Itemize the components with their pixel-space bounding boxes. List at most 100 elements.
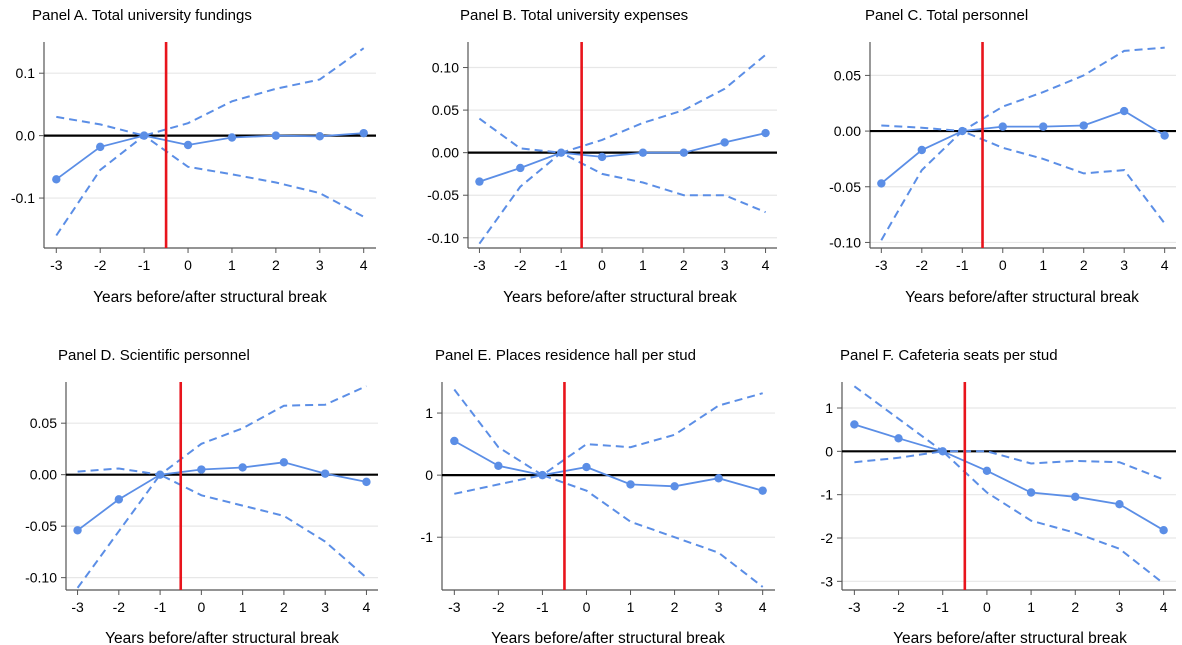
y-tick-label: -0.1 [11, 190, 35, 206]
ci-upper-line [56, 47, 365, 137]
ci-lower-line [478, 151, 766, 245]
estimate-point [227, 133, 237, 142]
x-axis-label: Years before/after structural break [491, 630, 725, 645]
panel-title: Panel C. Total personnel [865, 7, 1028, 24]
x-tick-label: 2 [671, 599, 679, 615]
x-tick-label: 3 [316, 257, 324, 273]
y-tick-label: 0.10 [432, 60, 459, 76]
x-tick-label: -2 [892, 599, 905, 615]
y-tick-label: 0.1 [16, 65, 36, 81]
ci-upper-line [881, 46, 1165, 133]
x-tick-label: -3 [50, 257, 63, 273]
y-tick-label: 0.05 [432, 102, 459, 118]
estimate-point [1119, 106, 1129, 116]
estimate-point [917, 145, 927, 155]
estimate-point [52, 175, 61, 184]
estimate-point [1071, 492, 1080, 502]
x-tick-label: 0 [598, 257, 606, 273]
x-axis-label: Years before/after structural break [905, 289, 1139, 306]
estimate-point [679, 148, 689, 157]
ci-upper-line [478, 54, 767, 154]
y-tick-label: 0.05 [834, 67, 861, 83]
x-tick-label: 2 [272, 257, 280, 273]
y-tick-label: 0 [425, 467, 433, 483]
x-tick-label: -3 [448, 599, 461, 615]
x-tick-label: -3 [875, 257, 888, 273]
estimate-point [320, 469, 330, 478]
ci-lower-line [854, 450, 1165, 585]
panel-a: Panel A. Total university fundings -0.1 0.… [11, 7, 376, 306]
panel-title: Panel E. Places residence hall per stud [435, 347, 696, 364]
estimate-line [479, 132, 766, 183]
ci-lower-line [454, 474, 764, 588]
x-tick-label: -1 [138, 257, 151, 273]
x-tick-label: 1 [1027, 599, 1035, 615]
estimate-point [1039, 122, 1048, 131]
x-tick-label: -2 [492, 599, 505, 615]
y-tick-label: -0.05 [25, 518, 57, 534]
estimate-line [854, 423, 1165, 531]
x-tick-label: -1 [937, 599, 950, 615]
estimate-point [850, 420, 859, 429]
x-tick-label: -2 [113, 599, 126, 615]
x-tick-label: 4 [363, 599, 371, 615]
estimate-point [114, 495, 124, 504]
panel-f: Panel F. Cafeteria seats per stud -3 -2 -1 0… [821, 347, 1176, 645]
x-tick-label: 1 [239, 599, 247, 615]
x-tick-label: -3 [848, 599, 861, 615]
x-tick-label: 1 [228, 257, 236, 273]
panel-c: Panel C. Total personnel -0.10 -0.05 0.00 0.… [829, 7, 1176, 306]
x-tick-label: 3 [715, 599, 723, 615]
ci-lower-line [55, 134, 365, 237]
y-tick-label: -0.05 [427, 187, 459, 203]
estimate-point [450, 436, 459, 446]
estimate-point [96, 142, 105, 152]
y-tick-label: -0.05 [829, 179, 861, 195]
ci-lower-line [880, 129, 1166, 241]
estimate-point [516, 163, 525, 173]
x-tick-label: 0 [197, 599, 205, 615]
estimate-line [453, 440, 763, 492]
x-tick-label: 4 [1160, 599, 1168, 615]
estimate-point [877, 179, 886, 188]
y-tick-label: -1 [421, 529, 434, 545]
panel-title: Panel F. Cafeteria seats per stud [840, 347, 1058, 364]
estimate-point [982, 466, 992, 476]
estimate-point [494, 461, 503, 471]
estimate-point [183, 140, 193, 150]
y-tick-label: 1 [825, 400, 833, 416]
x-tick-label: 4 [360, 257, 368, 273]
estimate-point [359, 128, 368, 138]
y-tick-label: -2 [821, 530, 834, 546]
estimate-point [714, 474, 723, 483]
panel-d: Panel D. Scientific personnel -0.10 -0.05 0… [25, 347, 378, 645]
x-tick-label: 4 [759, 599, 767, 615]
estimate-line [880, 110, 1166, 185]
y-tick-label: -0.10 [25, 570, 57, 586]
estimate-point [1026, 488, 1036, 497]
y-tick-label: 0.05 [30, 415, 57, 431]
estimate-line [55, 132, 364, 181]
ci-lower-line [76, 473, 368, 589]
estimate-point [720, 138, 729, 147]
x-tick-label: 2 [280, 599, 288, 615]
x-tick-label: 0 [583, 599, 591, 615]
estimate-point [238, 463, 247, 472]
estimate-point [362, 477, 371, 487]
x-tick-label: 3 [1116, 599, 1124, 615]
x-tick-label: 3 [1120, 257, 1128, 273]
panel-e: Panel E. Places residence hall per stud -… [421, 347, 775, 645]
estimate-point [894, 434, 903, 443]
x-tick-label: 0 [999, 257, 1007, 273]
x-tick-label: -3 [473, 257, 486, 273]
estimate-point [1079, 121, 1088, 130]
panel-b: Panel B. Total university expenses-0.10-… [427, 7, 777, 306]
estimate-point [315, 132, 324, 141]
y-tick-label: 0.00 [432, 145, 459, 161]
estimate-point [73, 526, 82, 535]
panel-title: Panel D. Scientific personnel [58, 347, 250, 364]
estimate-point [597, 152, 607, 162]
y-tick-label: -1 [821, 487, 834, 503]
y-tick-label: 1 [425, 405, 433, 421]
